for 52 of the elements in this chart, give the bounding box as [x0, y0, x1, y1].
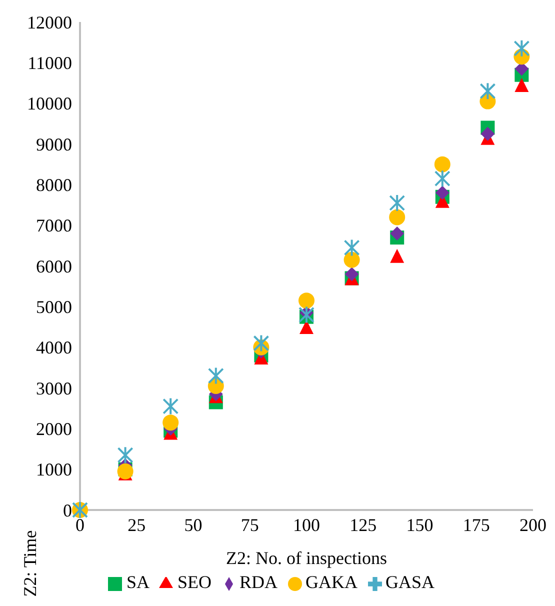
point — [162, 397, 179, 416]
legend-label: SA — [126, 572, 150, 592]
point — [298, 292, 314, 309]
x-tick-label: 150 — [406, 514, 434, 535]
point — [389, 194, 406, 212]
y-tick-label: 5000 — [36, 297, 72, 318]
point — [390, 248, 404, 263]
x-tick-label: 100 — [293, 514, 320, 535]
point — [480, 126, 495, 141]
point — [344, 267, 359, 282]
legend-label: GAKA — [306, 572, 358, 592]
y-tick-label: 4000 — [36, 338, 72, 358]
point — [117, 463, 134, 480]
point — [480, 82, 496, 100]
point — [389, 209, 406, 226]
y-tick-label: 1000 — [36, 460, 72, 480]
point — [117, 446, 134, 464]
point — [435, 186, 450, 200]
point — [298, 306, 314, 324]
y-axis-title: Z2: Time — [20, 530, 40, 596]
x-tick-label: 0 — [76, 514, 84, 535]
point — [344, 252, 360, 268]
legend-label: RDA — [240, 572, 278, 592]
y-tick-label: 12000 — [27, 12, 72, 32]
y-tick-label: 10000 — [27, 94, 72, 114]
point — [253, 334, 270, 352]
x-tick-label: 75 — [240, 514, 259, 535]
point — [514, 78, 529, 92]
x-tick-label: 50 — [184, 514, 202, 535]
point — [434, 170, 450, 188]
legend-label: GASA — [386, 572, 435, 592]
point — [390, 226, 404, 240]
y-tick-label: 3000 — [36, 378, 72, 398]
legend-label: SEO — [177, 572, 212, 592]
x-tick-label: 175 — [462, 514, 490, 535]
x-axis-title: Z2: No. of inspections — [226, 548, 387, 568]
y-tick-label: 11000 — [28, 53, 72, 74]
x-tick-label: 25 — [128, 514, 146, 535]
y-tick-label: 2000 — [36, 419, 72, 440]
x-tick-label: 125 — [350, 514, 377, 535]
y-tick-label: 9000 — [36, 134, 72, 154]
point — [208, 366, 224, 385]
point — [162, 414, 179, 431]
y-tick-label: 8000 — [36, 175, 72, 196]
point — [344, 238, 360, 257]
x-tick-label: 200 — [520, 514, 546, 535]
y-tick-label: 7000 — [36, 216, 72, 236]
point — [300, 320, 314, 334]
point — [434, 156, 450, 172]
y-tick-label: 0 — [63, 500, 72, 520]
point — [514, 39, 530, 58]
y-tick-label: 6000 — [36, 256, 72, 276]
